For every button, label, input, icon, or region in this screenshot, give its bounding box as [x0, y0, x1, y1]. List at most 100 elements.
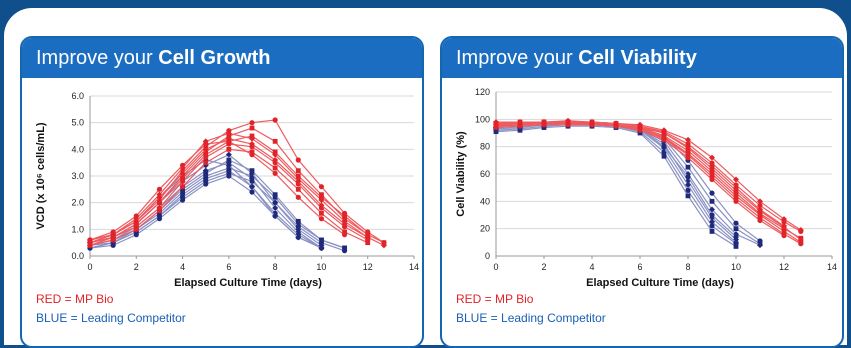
x-tick-label: 8: [685, 262, 690, 272]
x-axis-label: Elapsed Culture Time (days): [586, 277, 734, 289]
y-tick-label: 5.0: [71, 118, 84, 128]
data-point-blue: [295, 221, 301, 227]
data-point-blue: [295, 224, 301, 230]
data-point-red: [685, 148, 691, 154]
data-point-red: [493, 121, 499, 126]
data-point-red: [225, 135, 232, 142]
data-point-blue: [685, 174, 691, 180]
data-point-red: [365, 240, 371, 246]
x-tick-label: 4: [180, 262, 185, 272]
data-point-blue: [272, 200, 278, 206]
data-point-red: [179, 170, 186, 177]
y-tick-label: 120: [475, 87, 490, 97]
data-point-red: [133, 213, 139, 219]
series-line-red: [496, 122, 785, 227]
data-point-blue: [249, 178, 255, 184]
data-point-red: [797, 227, 804, 234]
data-point-blue: [709, 218, 715, 225]
cell-viability-title-bold: Cell Viability: [578, 47, 697, 69]
cell-growth-title-bold: Cell Growth: [158, 47, 271, 69]
data-point-blue: [295, 218, 301, 224]
data-point-red: [249, 141, 255, 147]
x-tick-label: 0: [87, 262, 92, 272]
data-point-blue: [157, 210, 162, 216]
data-point-blue: [661, 153, 667, 159]
data-point-blue: [661, 144, 667, 150]
data-point-red: [272, 149, 278, 155]
y-tick-label: 2.0: [71, 198, 84, 208]
data-point-blue: [203, 178, 209, 184]
data-point-red: [318, 216, 325, 222]
data-point-red: [272, 157, 279, 163]
data-point-red: [295, 173, 301, 179]
data-point-red: [380, 242, 387, 249]
data-point-blue: [733, 239, 739, 246]
data-point-red: [637, 123, 643, 129]
data-point-red: [203, 152, 209, 158]
data-point-blue: [226, 170, 232, 176]
data-point-red: [342, 229, 347, 235]
data-point-red: [272, 117, 278, 123]
data-point-red: [798, 241, 804, 247]
data-point-blue: [272, 205, 279, 211]
series-line-red: [495, 121, 802, 241]
data-point-red: [757, 212, 763, 218]
data-point-red: [733, 196, 739, 202]
series-line-red: [495, 122, 785, 237]
data-point-red: [685, 136, 691, 143]
data-point-red: [203, 160, 209, 166]
data-point-red: [249, 120, 255, 126]
data-point-red: [757, 215, 763, 221]
y-tick-label: 40: [480, 196, 490, 206]
data-point-red: [156, 194, 163, 201]
cell-viability-panel: Improve your Cell Viability 0 20 40 60 80 100…: [440, 36, 844, 348]
data-point-blue: [709, 198, 715, 204]
data-point-blue: [493, 129, 499, 135]
data-point-red: [757, 208, 763, 214]
data-point-red: [249, 152, 255, 158]
series-line-red: [495, 124, 802, 245]
data-point-red: [781, 224, 787, 230]
data-point-blue: [637, 130, 643, 136]
data-point-blue: [249, 183, 255, 190]
data-point-blue: [733, 244, 739, 249]
legend-blue-competitor: BLUE = Leading Competitor: [36, 311, 186, 325]
data-point-red: [565, 119, 571, 125]
data-point-blue: [249, 189, 255, 195]
data-point-red: [341, 232, 348, 238]
data-point-red: [249, 125, 255, 131]
data-point-blue: [179, 194, 186, 200]
data-point-red: [295, 194, 301, 200]
series-line-blue: [89, 172, 345, 252]
data-point-red: [110, 234, 116, 240]
y-tick-label: 100: [475, 114, 490, 124]
y-tick-label: 0: [485, 251, 490, 261]
data-point-blue: [295, 234, 302, 241]
data-point-red: [781, 231, 787, 237]
data-point-red: [202, 146, 209, 153]
y-tick-label: 1.0: [71, 224, 84, 234]
data-point-red: [272, 138, 278, 144]
data-point-red: [709, 171, 715, 177]
data-point-red: [757, 202, 763, 209]
x-tick-label: 10: [731, 262, 741, 272]
data-point-blue: [709, 206, 715, 213]
data-point-red: [781, 229, 787, 234]
data-point-red: [709, 154, 715, 161]
data-point-blue: [685, 181, 691, 188]
y-tick-label: 60: [480, 169, 490, 179]
data-point-red: [87, 237, 93, 243]
data-point-red: [781, 216, 787, 223]
data-point-red: [179, 162, 186, 168]
series-line-red: [89, 132, 385, 246]
data-point-red: [249, 133, 255, 139]
y-axis-label: VCD (x 10⁶ cells/mL): [35, 122, 47, 229]
data-point-red: [180, 184, 185, 190]
x-tick-label: 8: [273, 262, 278, 272]
data-point-red: [203, 141, 209, 147]
cell-viability-chart: 0 20 40 60 80 100 120 0 2 4 6 8 10 12 14 Elapsed Cultur…: [455, 87, 837, 289]
legend-red-mp-bio: RED = MP Bio: [36, 292, 114, 306]
data-point-red: [613, 121, 619, 126]
data-point-blue: [318, 240, 325, 246]
x-tick-label: 6: [226, 262, 231, 272]
